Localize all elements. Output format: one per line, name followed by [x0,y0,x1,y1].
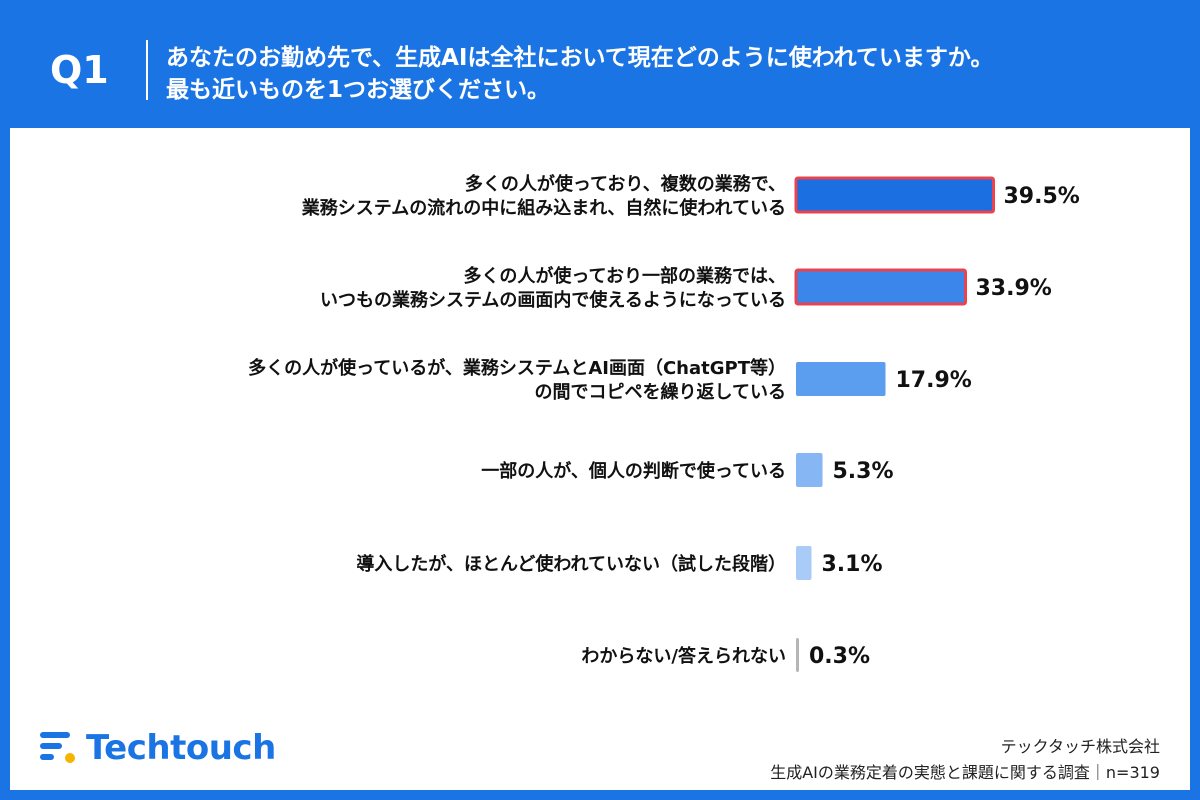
category-label-3-line-2: の間でコピペを繰り返している [535,381,786,403]
header-divider [146,40,148,100]
category-label-2-line-1: 多くの人が使っており一部の業務では、 [463,265,786,287]
category-label-1-line-2: 業務システムの流れの中に組み込まれ、自然に使われている [301,197,786,219]
bar-5 [796,546,812,580]
bar-4 [796,453,823,487]
category-label-1-line-1: 多くの人が使っており、複数の業務で、 [465,173,786,195]
value-label-1: 39.5% [1004,184,1080,209]
question-text: あなたのお勤め先で、生成AIは全社において現在どのように使われていますか。 最も… [166,42,993,106]
bar-3 [796,362,886,396]
question-number: Q1 [50,48,109,92]
bar-1 [794,176,995,214]
bar-2 [794,268,967,306]
value-label-3: 17.9% [896,368,972,393]
category-label-2-line-2: いつもの業務システムの画面内で使えるようになっている [320,289,786,311]
question-line-2: 最も近いものを1つお選びください。 [166,77,551,103]
footer-company: テックタッチ株式会社 [1000,737,1160,756]
footer-survey: 生成AIの業務定着の実態と課題に関する調査｜n=319 [770,763,1160,782]
category-label-5-line-1: 導入したが、ほとんど使われていない（試した段階） [356,553,786,575]
category-label-3-line-1: 多くの人が使っているが、業務システムとAI画面（ChatGPT等） [248,357,786,379]
header-band: Q1 あなたのお勤め先で、生成AIは全社において現在どのように使われていますか。… [0,0,1200,128]
category-label-6-line-1: わからない/答えられない [581,645,786,667]
value-label-4: 5.3% [833,459,894,484]
chart-panel [10,128,1190,790]
value-label-2: 33.9% [976,276,1052,301]
footer-source: テックタッチ株式会社 生成AIの業務定着の実態と課題に関する調査｜n=319 [770,734,1160,786]
techtouch-logo: Techtouch [40,728,276,768]
logo-text: Techtouch [86,728,276,768]
value-label-5: 3.1% [822,552,883,577]
category-label-4-line-1: 一部の人が、個人の判断で使っている [481,460,786,482]
techtouch-logo-icon [40,732,75,763]
question-line-1: あなたのお勤め先で、生成AIは全社において現在どのように使われていますか。 [166,45,994,71]
value-label-6: 0.3% [809,644,870,669]
bar-6 [796,638,799,672]
